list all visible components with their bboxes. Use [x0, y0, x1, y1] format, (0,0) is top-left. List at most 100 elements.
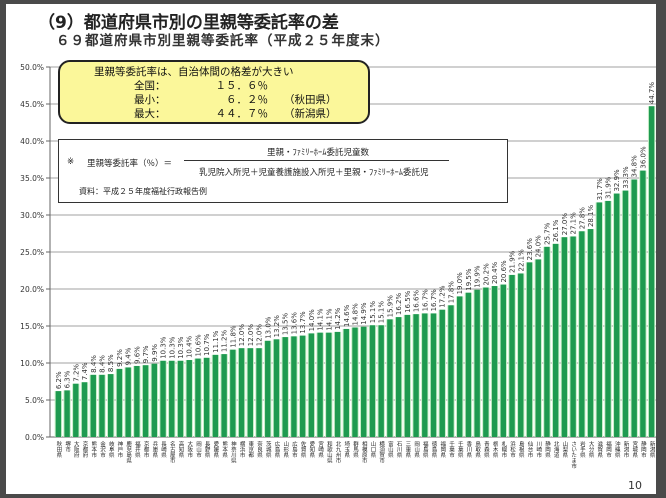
- bar: [474, 289, 480, 437]
- x-tick-label: 岡山県: [413, 441, 420, 459]
- y-tick-label: 35.0%: [20, 174, 44, 183]
- bar: [186, 360, 192, 437]
- x-tick-label: 相模原市: [361, 440, 368, 465]
- x-tick-label: 神奈川県: [230, 440, 237, 465]
- bar: [579, 231, 585, 437]
- x-tick-label: 堺市: [64, 440, 71, 454]
- x-tick-label: 秋田県: [55, 440, 62, 459]
- value-label: 10.4%: [186, 335, 194, 358]
- bar: [518, 273, 524, 437]
- x-tick-label: 川崎市: [535, 441, 542, 459]
- value-label: 8.5%: [107, 354, 115, 372]
- x-tick-label: 札幌市: [500, 440, 507, 459]
- x-tick-label: 富山県: [387, 440, 394, 459]
- bar: [631, 179, 637, 438]
- value-label: 20.6%: [500, 260, 508, 283]
- value-label: 22.1%: [517, 249, 525, 272]
- x-tick-label: 和歌山県: [326, 440, 333, 465]
- x-tick-label: 愛媛県: [212, 440, 219, 459]
- bar: [561, 237, 568, 437]
- x-tick-label: 浜松市: [509, 440, 516, 459]
- x-tick-label: 栃木県: [492, 440, 499, 459]
- value-label: 36.0%: [639, 146, 647, 169]
- x-tick-label: 岡山市: [195, 441, 202, 459]
- x-tick-label: 横須賀市: [378, 440, 385, 465]
- x-tick-label: 広島県: [273, 440, 280, 459]
- bar: [622, 190, 629, 437]
- y-tick-label: 25.0%: [20, 248, 44, 257]
- value-label: 12.0%: [247, 324, 255, 347]
- bar: [99, 374, 105, 437]
- bar: [648, 106, 655, 437]
- bar: [387, 319, 393, 437]
- value-label: 14.6%: [343, 304, 351, 327]
- bar: [265, 340, 271, 437]
- value-label: 9.4%: [125, 347, 133, 365]
- value-label: 12.0%: [238, 324, 246, 347]
- y-tick-label: 20.0%: [20, 285, 44, 294]
- value-label: 16.7%: [421, 289, 429, 312]
- min-value: ６．２％: [226, 94, 268, 106]
- value-label: 28.1%: [587, 204, 595, 227]
- bar: [369, 325, 376, 437]
- x-tick-label: 金沢市: [99, 440, 106, 459]
- x-tick-label: 宮崎県: [317, 440, 324, 459]
- x-tick-label: 群馬県: [352, 440, 359, 459]
- page-title: （9）都道府県市別の里親等委託率の差: [38, 13, 339, 33]
- value-label: 12.0%: [256, 324, 264, 347]
- x-tick-label: 福島県: [422, 440, 429, 459]
- bar: [456, 296, 463, 437]
- bar: [465, 292, 472, 437]
- x-tick-label: 静岡市: [640, 440, 647, 459]
- value-label: 10.6%: [194, 334, 202, 357]
- bar: [439, 309, 445, 437]
- value-label: 14.2%: [334, 307, 342, 330]
- x-tick-label: 長崎県: [160, 441, 167, 459]
- x-tick-label: 高知県: [178, 440, 185, 459]
- min-label: 最小：: [134, 94, 166, 106]
- bar: [90, 374, 96, 437]
- x-tick-label: 東京都: [247, 440, 254, 459]
- bar: [422, 313, 428, 437]
- value-label: 24.0%: [535, 235, 543, 258]
- national-value: １５．６％: [215, 80, 269, 92]
- x-tick-label: 広島市: [291, 440, 298, 459]
- bar: [256, 348, 262, 437]
- x-tick-label: 鳥取県: [474, 440, 481, 459]
- value-label: 19.9%: [474, 265, 482, 288]
- x-tick-label: 新潟市: [622, 440, 629, 459]
- formula-numerator: 里親・ﾌｧﾐﾘｰﾎｰﾑ委託児童数: [267, 148, 370, 158]
- x-tick-label: 熊本県: [221, 440, 228, 459]
- bar: [160, 360, 166, 437]
- bar: [483, 287, 489, 437]
- value-label: 7.2%: [72, 364, 80, 382]
- x-tick-label: 愛知県: [308, 440, 315, 459]
- value-label: 6.3%: [64, 370, 72, 388]
- bar: [273, 339, 280, 437]
- bar: [73, 383, 79, 437]
- value-label: 10.7%: [203, 333, 211, 356]
- bar: [605, 200, 611, 437]
- x-tick-label: 福井県: [134, 440, 141, 459]
- bar: [544, 246, 550, 437]
- x-tick-label: 鹿児島県: [125, 440, 132, 465]
- x-tick-label: 千葉市: [448, 440, 455, 459]
- formula-denominator: 乳児院入所児＋児童養護施設入所児＋里親・ﾌｧﾐﾘｰﾎｰﾑ委託児: [199, 168, 429, 178]
- x-tick-label: 徳島県: [431, 440, 438, 459]
- x-tick-label: 福岡県: [439, 440, 446, 459]
- bar: [169, 360, 175, 437]
- x-tick-label: 神戸市: [116, 440, 123, 459]
- bar: [352, 327, 358, 437]
- x-tick-label: 山形県: [282, 440, 289, 459]
- bar: [291, 336, 297, 437]
- max-label: 最大：: [134, 108, 166, 120]
- value-label: 10.3%: [177, 336, 185, 359]
- value-label: 27.8%: [578, 207, 586, 230]
- value-label: 14.1%: [317, 308, 325, 331]
- value-label: 15.9%: [386, 295, 394, 318]
- x-tick-label: 大分県: [588, 440, 595, 459]
- x-tick-label: 岐阜県: [108, 440, 115, 459]
- bar: [134, 365, 140, 437]
- x-tick-label: 宮城県: [631, 440, 638, 459]
- bar: [64, 390, 70, 437]
